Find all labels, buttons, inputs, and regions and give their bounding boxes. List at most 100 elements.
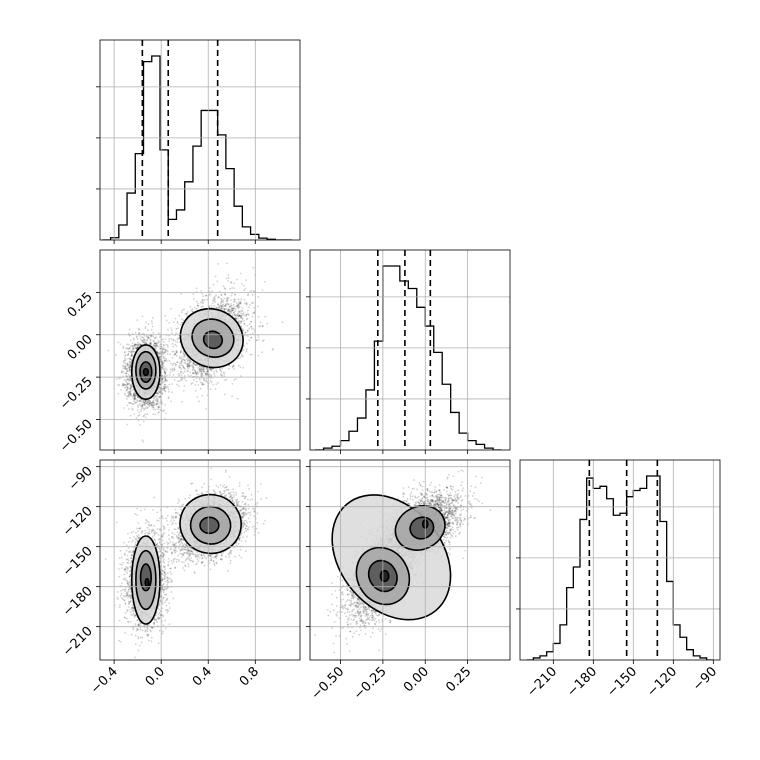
scatter-point <box>129 377 132 380</box>
scatter-point <box>194 370 197 373</box>
scatter-point <box>222 299 225 302</box>
scatter-point <box>131 385 133 388</box>
scatter-point <box>156 344 159 347</box>
scatter-point <box>155 342 158 344</box>
scatter-point <box>176 341 179 344</box>
scatter-point <box>236 314 239 317</box>
scatter-point <box>180 318 183 320</box>
scatter-point <box>163 385 166 388</box>
scatter-point <box>174 317 177 320</box>
scatter-point <box>135 416 138 419</box>
scatter-point <box>140 408 143 411</box>
scatter-point <box>163 409 166 412</box>
scatter-point <box>129 365 132 368</box>
scatter-point <box>120 371 123 374</box>
scatter-point <box>133 393 135 395</box>
x-tick-label: −90 <box>690 664 720 694</box>
scatter-point <box>213 370 215 373</box>
scatter-point <box>124 367 127 370</box>
scatter-point <box>233 287 236 290</box>
scatter-point <box>128 369 131 372</box>
scatter-point <box>226 296 229 299</box>
scatter-point <box>218 304 220 307</box>
scatter-point <box>129 384 131 387</box>
scatter-point <box>166 346 169 349</box>
scatter-point <box>180 371 183 373</box>
scatter-point <box>238 321 241 324</box>
scatter-point <box>238 314 241 317</box>
scatter-point <box>148 337 151 339</box>
scatter-point <box>144 399 147 402</box>
scatter-point <box>151 325 154 328</box>
scatter-point <box>192 361 195 364</box>
scatter-point <box>177 380 179 383</box>
scatter-point <box>170 368 173 371</box>
scatter-point <box>176 327 179 330</box>
scatter-point <box>143 414 146 417</box>
scatter-point <box>245 303 248 306</box>
scatter-point <box>202 378 205 381</box>
scatter-point <box>239 272 242 275</box>
scatter-panel-0: −0.50−0.250.000.25 <box>57 249 301 455</box>
scatter-point <box>155 342 158 345</box>
scatter-point <box>164 349 167 352</box>
scatter-point <box>155 347 157 350</box>
scatter-point <box>199 368 201 370</box>
scatter-point <box>245 302 248 305</box>
scatter-point <box>180 368 183 370</box>
scatter-point <box>126 347 129 349</box>
scatter-point <box>224 308 227 310</box>
scatter-point <box>159 382 162 385</box>
scatter-point <box>226 262 228 265</box>
scatter-point <box>149 342 152 345</box>
scatter-point <box>220 305 223 307</box>
scatter-point <box>237 364 240 367</box>
scatter-point <box>164 380 166 383</box>
scatter-point <box>138 411 140 414</box>
scatter-point <box>141 339 144 342</box>
scatter-point <box>133 338 135 341</box>
scatter-point <box>208 368 211 370</box>
scatter-point <box>196 304 199 307</box>
scatter-point <box>161 393 164 395</box>
x-tick-label: −120 <box>644 664 680 700</box>
scatter-point <box>148 403 150 406</box>
scatter-point <box>234 293 237 296</box>
scatter-point <box>128 328 131 331</box>
scatter-point <box>151 401 154 404</box>
scatter-point <box>152 335 155 338</box>
scatter-point <box>148 405 151 407</box>
scatter-point <box>208 287 211 289</box>
scatter-point <box>157 406 160 409</box>
scatter-point <box>187 362 190 365</box>
scatter-point <box>136 319 139 322</box>
scatter-point <box>126 362 129 365</box>
scatter-point <box>149 400 152 403</box>
scatter-point <box>184 312 187 315</box>
scatter-point <box>198 379 201 381</box>
scatter-point <box>197 384 200 386</box>
scatter-point <box>129 391 132 394</box>
scatter-point <box>184 361 187 364</box>
scatter-point <box>129 366 131 369</box>
scatter-point <box>179 370 182 373</box>
scatter-point <box>130 354 133 356</box>
scatter-point <box>192 362 195 365</box>
scatter-point <box>163 341 165 343</box>
scatter-point <box>158 352 161 354</box>
scatter-point <box>146 399 149 402</box>
scatter-point <box>220 370 223 373</box>
scatter-point <box>121 384 124 387</box>
scatter-point <box>246 294 249 296</box>
scatter-point <box>205 377 208 380</box>
scatter-point <box>231 366 234 369</box>
scatter-point <box>202 301 205 304</box>
scatter-point <box>156 397 159 400</box>
scatter-point <box>186 360 189 363</box>
scatter-point <box>176 361 179 363</box>
scatter-point <box>233 298 236 301</box>
scatter-point <box>239 300 242 303</box>
scatter-point <box>161 377 164 380</box>
scatter-point <box>143 403 145 406</box>
scatter-point <box>230 312 233 315</box>
